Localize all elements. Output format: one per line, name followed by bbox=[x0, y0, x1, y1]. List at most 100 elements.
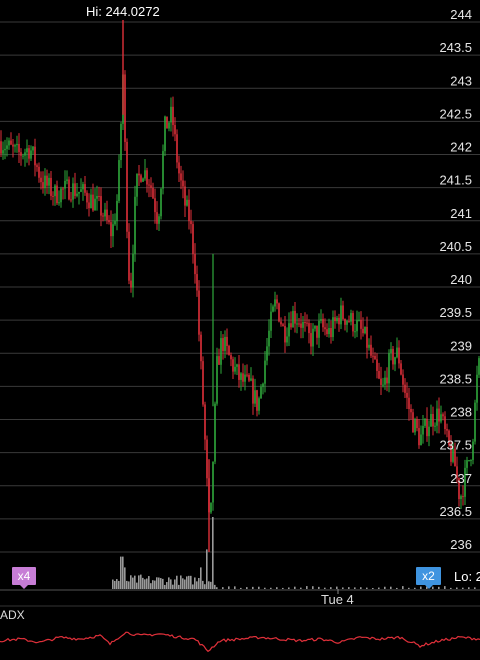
candle-body bbox=[398, 347, 400, 364]
candle-body bbox=[138, 173, 140, 176]
candle-body bbox=[42, 182, 44, 189]
volume-bar bbox=[456, 587, 458, 589]
candle-body bbox=[150, 185, 152, 188]
candle-body bbox=[404, 384, 406, 393]
candle-body bbox=[354, 331, 356, 333]
volume-bar bbox=[432, 586, 434, 589]
candle-body bbox=[448, 430, 450, 446]
candle-body bbox=[246, 374, 248, 376]
candle-body bbox=[252, 378, 254, 404]
volume-bar bbox=[462, 587, 464, 589]
candle-body bbox=[420, 434, 422, 446]
volume-bar bbox=[138, 575, 140, 589]
candle-body bbox=[436, 408, 438, 426]
volume-bar bbox=[142, 577, 144, 589]
volume-bar bbox=[354, 587, 356, 589]
candle-body bbox=[244, 374, 246, 382]
y-tick-label: 239 bbox=[450, 338, 472, 353]
volume-bar bbox=[186, 576, 188, 589]
volume-bar bbox=[188, 575, 190, 589]
volume-bar bbox=[312, 586, 314, 589]
volume-bar bbox=[192, 584, 194, 589]
candle-body bbox=[4, 148, 6, 151]
candle-body bbox=[356, 320, 358, 332]
candle-body bbox=[98, 195, 100, 197]
candle-body bbox=[216, 356, 218, 404]
volume-bar bbox=[146, 578, 148, 589]
candle-body bbox=[134, 196, 136, 254]
volume-bar bbox=[196, 581, 198, 589]
candle-body bbox=[228, 345, 230, 356]
candle-body bbox=[382, 384, 384, 386]
volume-bar bbox=[294, 586, 296, 589]
y-tick-label: 242 bbox=[450, 140, 472, 155]
y-tick-label: 240.5 bbox=[439, 239, 472, 254]
candle-body bbox=[112, 224, 114, 237]
volume-bar bbox=[190, 575, 192, 589]
volume-bar bbox=[324, 587, 326, 589]
candle-body bbox=[344, 319, 346, 325]
volume-bar bbox=[166, 582, 168, 589]
volume-bar bbox=[210, 581, 212, 589]
candle-body bbox=[94, 198, 96, 211]
candle-body bbox=[174, 125, 176, 135]
volume-bar bbox=[438, 586, 440, 589]
y-tick-label: 239.5 bbox=[439, 305, 472, 320]
candle-body bbox=[310, 333, 312, 347]
candle-body bbox=[16, 143, 18, 146]
candle-body bbox=[402, 374, 404, 385]
candle-body bbox=[332, 317, 334, 338]
candle-body bbox=[242, 373, 244, 382]
candle-body bbox=[412, 412, 414, 433]
candle-body bbox=[100, 196, 102, 216]
candle-body bbox=[386, 377, 388, 384]
candle-body bbox=[364, 326, 366, 334]
candle-body bbox=[478, 358, 480, 375]
candle-body bbox=[28, 148, 30, 159]
candle-body bbox=[62, 188, 64, 190]
candle-body bbox=[136, 173, 138, 197]
candle-body bbox=[48, 177, 50, 186]
volume-bar bbox=[122, 556, 124, 589]
volume-bar bbox=[152, 580, 154, 589]
candle-body bbox=[2, 150, 4, 154]
candle-body bbox=[358, 319, 360, 321]
candle-body bbox=[372, 355, 374, 357]
candle-body bbox=[144, 170, 146, 179]
candle-body bbox=[276, 299, 278, 304]
candle-body bbox=[460, 496, 462, 500]
candle-body bbox=[126, 141, 128, 232]
candle-body bbox=[258, 398, 260, 411]
volume-bar bbox=[348, 587, 350, 589]
volume-bar bbox=[148, 576, 150, 589]
candle-body bbox=[56, 185, 58, 204]
candle-body bbox=[164, 116, 166, 152]
candle-body bbox=[324, 327, 326, 330]
candle-body bbox=[160, 188, 162, 217]
volume-bar bbox=[178, 584, 180, 589]
candle-body bbox=[142, 178, 144, 182]
left-multiplier-badge[interactable]: x4 bbox=[12, 567, 36, 589]
candle-body bbox=[240, 373, 242, 380]
candle-body bbox=[462, 496, 464, 498]
candle-body bbox=[270, 311, 272, 331]
volume-bar bbox=[136, 582, 138, 589]
candle-body bbox=[292, 311, 294, 328]
candle-body bbox=[366, 326, 368, 348]
candle-body bbox=[114, 221, 116, 225]
candle-body bbox=[20, 152, 22, 156]
volume-bar bbox=[180, 575, 182, 589]
candle-body bbox=[158, 216, 160, 224]
volume-bar bbox=[120, 556, 122, 589]
candle-body bbox=[46, 175, 48, 186]
candle-body bbox=[306, 322, 308, 324]
candle-body bbox=[192, 224, 194, 255]
candle-body bbox=[104, 209, 106, 217]
candle-body bbox=[132, 253, 134, 288]
candle-body bbox=[476, 374, 478, 403]
volume-bar bbox=[170, 579, 172, 589]
volume-bar bbox=[402, 586, 404, 589]
candle-body bbox=[470, 459, 472, 461]
right-multiplier-badge[interactable]: x2 bbox=[416, 567, 441, 589]
